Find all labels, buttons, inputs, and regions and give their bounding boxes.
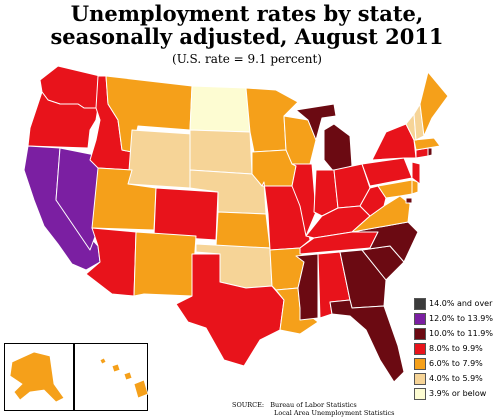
source-line-1: Bureau of Labor Statistics [270,401,357,409]
legend-label: 12.0% to 13.9% [429,314,493,323]
legend-label: 14.0% and over [429,299,493,308]
legend-item: 4.0% to 5.9% [414,373,494,385]
state-or [27,91,99,149]
legend-swatch [414,388,426,400]
legend-swatch [414,328,426,340]
state-tx [175,253,285,367]
legend-swatch [414,373,426,385]
state-ak [9,351,65,403]
state-md [377,179,413,199]
title-line-2: seasonally adjusted, August 2011 [50,24,444,49]
state-il [291,163,317,237]
state-nj [411,161,421,185]
legend-swatch [414,313,426,325]
legend-label: 3.9% or below [429,389,487,398]
state-fl [329,299,405,383]
state-me [419,71,449,137]
legend-item: 8.0% to 9.9% [414,343,494,355]
legend-label: 4.0% to 5.9% [429,374,483,383]
legend-swatch [414,358,426,370]
source-line-2: Local Area Unemployment Statistics [274,409,395,417]
legend-item: 10.0% to 11.9% [414,328,494,340]
legend-swatch [414,343,426,355]
state-nc [351,221,419,263]
state-hi [99,357,149,399]
legend-item: 14.0% and over [414,298,494,310]
source-label: SOURCE: [232,401,265,409]
legend-label: 6.0% to 7.9% [429,359,483,368]
state-nm [133,231,197,297]
source-note: SOURCE: Bureau of Labor Statistics Local… [232,401,395,417]
state-ma [413,137,441,151]
legend-swatch [414,298,426,310]
hawaii-inset [74,343,148,411]
legend-item: 6.0% to 7.9% [414,358,494,370]
title-line-1: Unemployment rates by state, [70,1,424,26]
legend-item: 12.0% to 13.9% [414,313,494,325]
state-dc [405,197,413,204]
subtitle: (U.S. rate = 9.1 percent) [172,52,322,66]
legend-item: 3.9% or below [414,388,494,400]
legend-label: 8.0% to 9.9% [429,344,483,353]
legend-label: 10.0% to 11.9% [429,329,493,338]
